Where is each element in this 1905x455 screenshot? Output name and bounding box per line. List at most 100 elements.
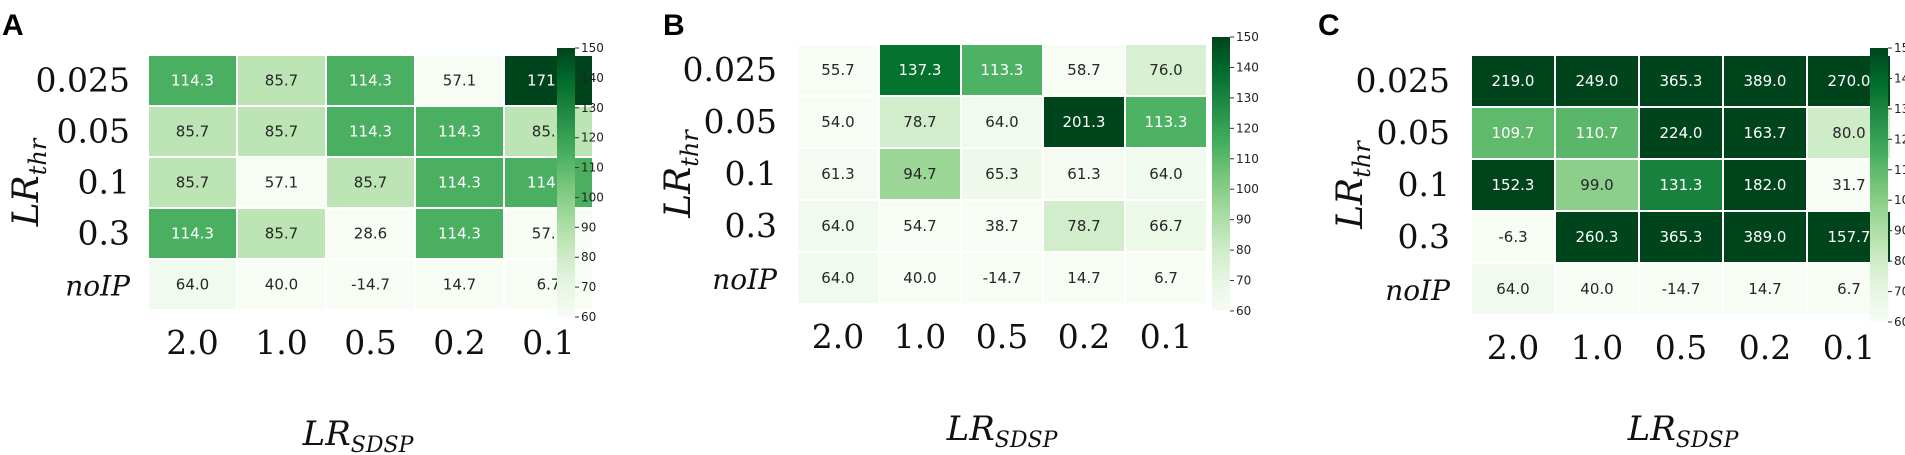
colorbar-tick-label: 110 (1894, 163, 1905, 177)
cell-value-label: 270.0 (1828, 72, 1871, 90)
y-axis-label: LRthr (6, 137, 52, 227)
heatmap-cell (236, 258, 327, 311)
cell-value-label: 152.3 (1492, 176, 1535, 194)
heatmap-cell (503, 258, 594, 311)
heatmap-cell (1470, 210, 1556, 264)
heatmap-cell (325, 258, 416, 311)
cell-value-label: 85.7 (176, 123, 209, 141)
heatmap-panel-c: C 219.0 249.0 365.3 389.0 270.0 109.7 110.7 224.… (1318, 9, 1905, 453)
cell-value-label: 85.7 (265, 72, 298, 90)
x-tick-label: 2.0 (812, 317, 864, 356)
cell-value-label: 31.7 (1832, 176, 1865, 194)
heatmap-cell (1638, 106, 1724, 160)
cell-value-label: 40.0 (265, 276, 298, 294)
cell-value-label: 94.7 (903, 165, 936, 183)
cell-value-label: 85.7 (532, 123, 565, 141)
cell-value-label: 365.3 (1660, 228, 1703, 246)
colorbar-tick-label: 80 (581, 250, 596, 264)
heatmap-cell (1124, 199, 1208, 253)
heatmap-cell (878, 251, 962, 305)
heatmap-panel-b: B 55.7 137.3 113.3 58.7 76.0 54.0 78.7 64.0 201.3… (658, 9, 1259, 453)
heatmap-cell (147, 207, 238, 260)
heatmap-cell (878, 199, 962, 253)
x-tick-label: 0.2 (1739, 328, 1791, 367)
colorbar-tick-label: 130 (581, 101, 604, 115)
cell-value-label: 55.7 (821, 61, 854, 79)
heatmap-cell (878, 147, 962, 201)
cell-value-label: 389.0 (1744, 72, 1787, 90)
cell-value-label: 64.0 (1149, 165, 1182, 183)
colorbar-tick-label: 70 (581, 280, 596, 294)
cell-value-label: 57.1 (443, 72, 476, 90)
cell-value-label: 58.7 (1067, 61, 1100, 79)
x-tick-label: 2.0 (166, 323, 218, 362)
cell-value-label: 64.0 (821, 217, 854, 235)
cell-value-label: 64.0 (985, 113, 1018, 131)
x-tick-label: 2.0 (1487, 328, 1539, 367)
cell-value-label: 61.3 (1067, 165, 1100, 183)
colorbar-tick-label: 90 (581, 220, 596, 234)
cell-value-label: 114.3 (171, 225, 214, 243)
x-tick-label: 1.0 (894, 317, 946, 356)
cell-value-label: 28.6 (354, 225, 387, 243)
cell-value-label: 85.7 (176, 174, 209, 192)
cell-value-label: 85.7 (265, 225, 298, 243)
y-tick-label: 0.1 (725, 154, 777, 193)
colorbar-tick-label: 70 (1894, 285, 1905, 299)
cell-value-label: 163.7 (1744, 124, 1787, 142)
y-tick-label: 0.1 (1398, 165, 1450, 204)
heatmap-cell (414, 105, 505, 158)
heatmap-cell (236, 54, 327, 107)
cell-value-label: 6.7 (1154, 269, 1178, 287)
cell-value-label: 137.3 (899, 61, 942, 79)
colorbar-tick-label: 100 (1894, 193, 1905, 207)
heatmap-cell (796, 199, 880, 253)
cell-value-label: -6.3 (1498, 228, 1527, 246)
cell-value-label: 114.3 (438, 174, 481, 192)
heatmap-cell (414, 258, 505, 311)
cell-value-label: 65.3 (985, 165, 1018, 183)
cell-value-label: 224.0 (1660, 124, 1703, 142)
cell-value-label: 6.7 (537, 276, 561, 294)
x-axis-label: LRSDSP (302, 414, 415, 455)
colorbar-tick-label: 110 (1236, 152, 1259, 166)
heatmap-cell (960, 95, 1044, 149)
cell-value-label: 85.7 (265, 123, 298, 141)
x-tick-label: 0.5 (1655, 328, 1707, 367)
cell-value-label: 54.7 (903, 217, 936, 235)
cell-value-label: 6.7 (1837, 280, 1861, 298)
y-tick-label: 0.05 (1377, 113, 1450, 152)
heatmap-cell (1124, 43, 1208, 97)
y-tick-label: 0.025 (683, 50, 777, 89)
colorbar-tick-label: 100 (581, 190, 604, 204)
cell-value-label: -14.7 (351, 276, 390, 294)
colorbar-tick-label: 70 (1236, 274, 1251, 288)
cell-value-label: 201.3 (1063, 113, 1106, 131)
y-tick-label: 0.3 (1398, 217, 1450, 256)
colorbar (557, 48, 575, 317)
colorbar-tick-label: 60 (581, 310, 596, 324)
colorbar-tick-label: 140 (1236, 60, 1259, 74)
heatmap-cell (1554, 158, 1640, 212)
colorbar-tick-label: 120 (1236, 121, 1259, 135)
heatmap-cell (147, 105, 238, 158)
cell-value-label: 114.3 (438, 123, 481, 141)
cell-value-label: 78.7 (903, 113, 936, 131)
heatmap-cell (1722, 262, 1808, 316)
y-tick-label: 0.3 (78, 214, 130, 253)
cell-value-label: 114.3 (349, 72, 392, 90)
colorbar-tick-label: 90 (1236, 213, 1251, 227)
cell-value-label: 249.0 (1576, 72, 1619, 90)
cell-value-label: 78.7 (1067, 217, 1100, 235)
cell-value-label: 260.3 (1576, 228, 1619, 246)
x-tick-label: 0.5 (976, 317, 1028, 356)
cell-value-label: -14.7 (983, 269, 1022, 287)
heatmap-cell (1470, 158, 1556, 212)
heatmap-cell (1124, 251, 1208, 305)
cell-value-label: 365.3 (1660, 72, 1703, 90)
colorbar-tick-label: 120 (1894, 132, 1905, 146)
colorbar-tick-label: 80 (1236, 243, 1251, 257)
heatmap-cell (796, 251, 880, 305)
cell-value-label: -14.7 (1662, 280, 1701, 298)
